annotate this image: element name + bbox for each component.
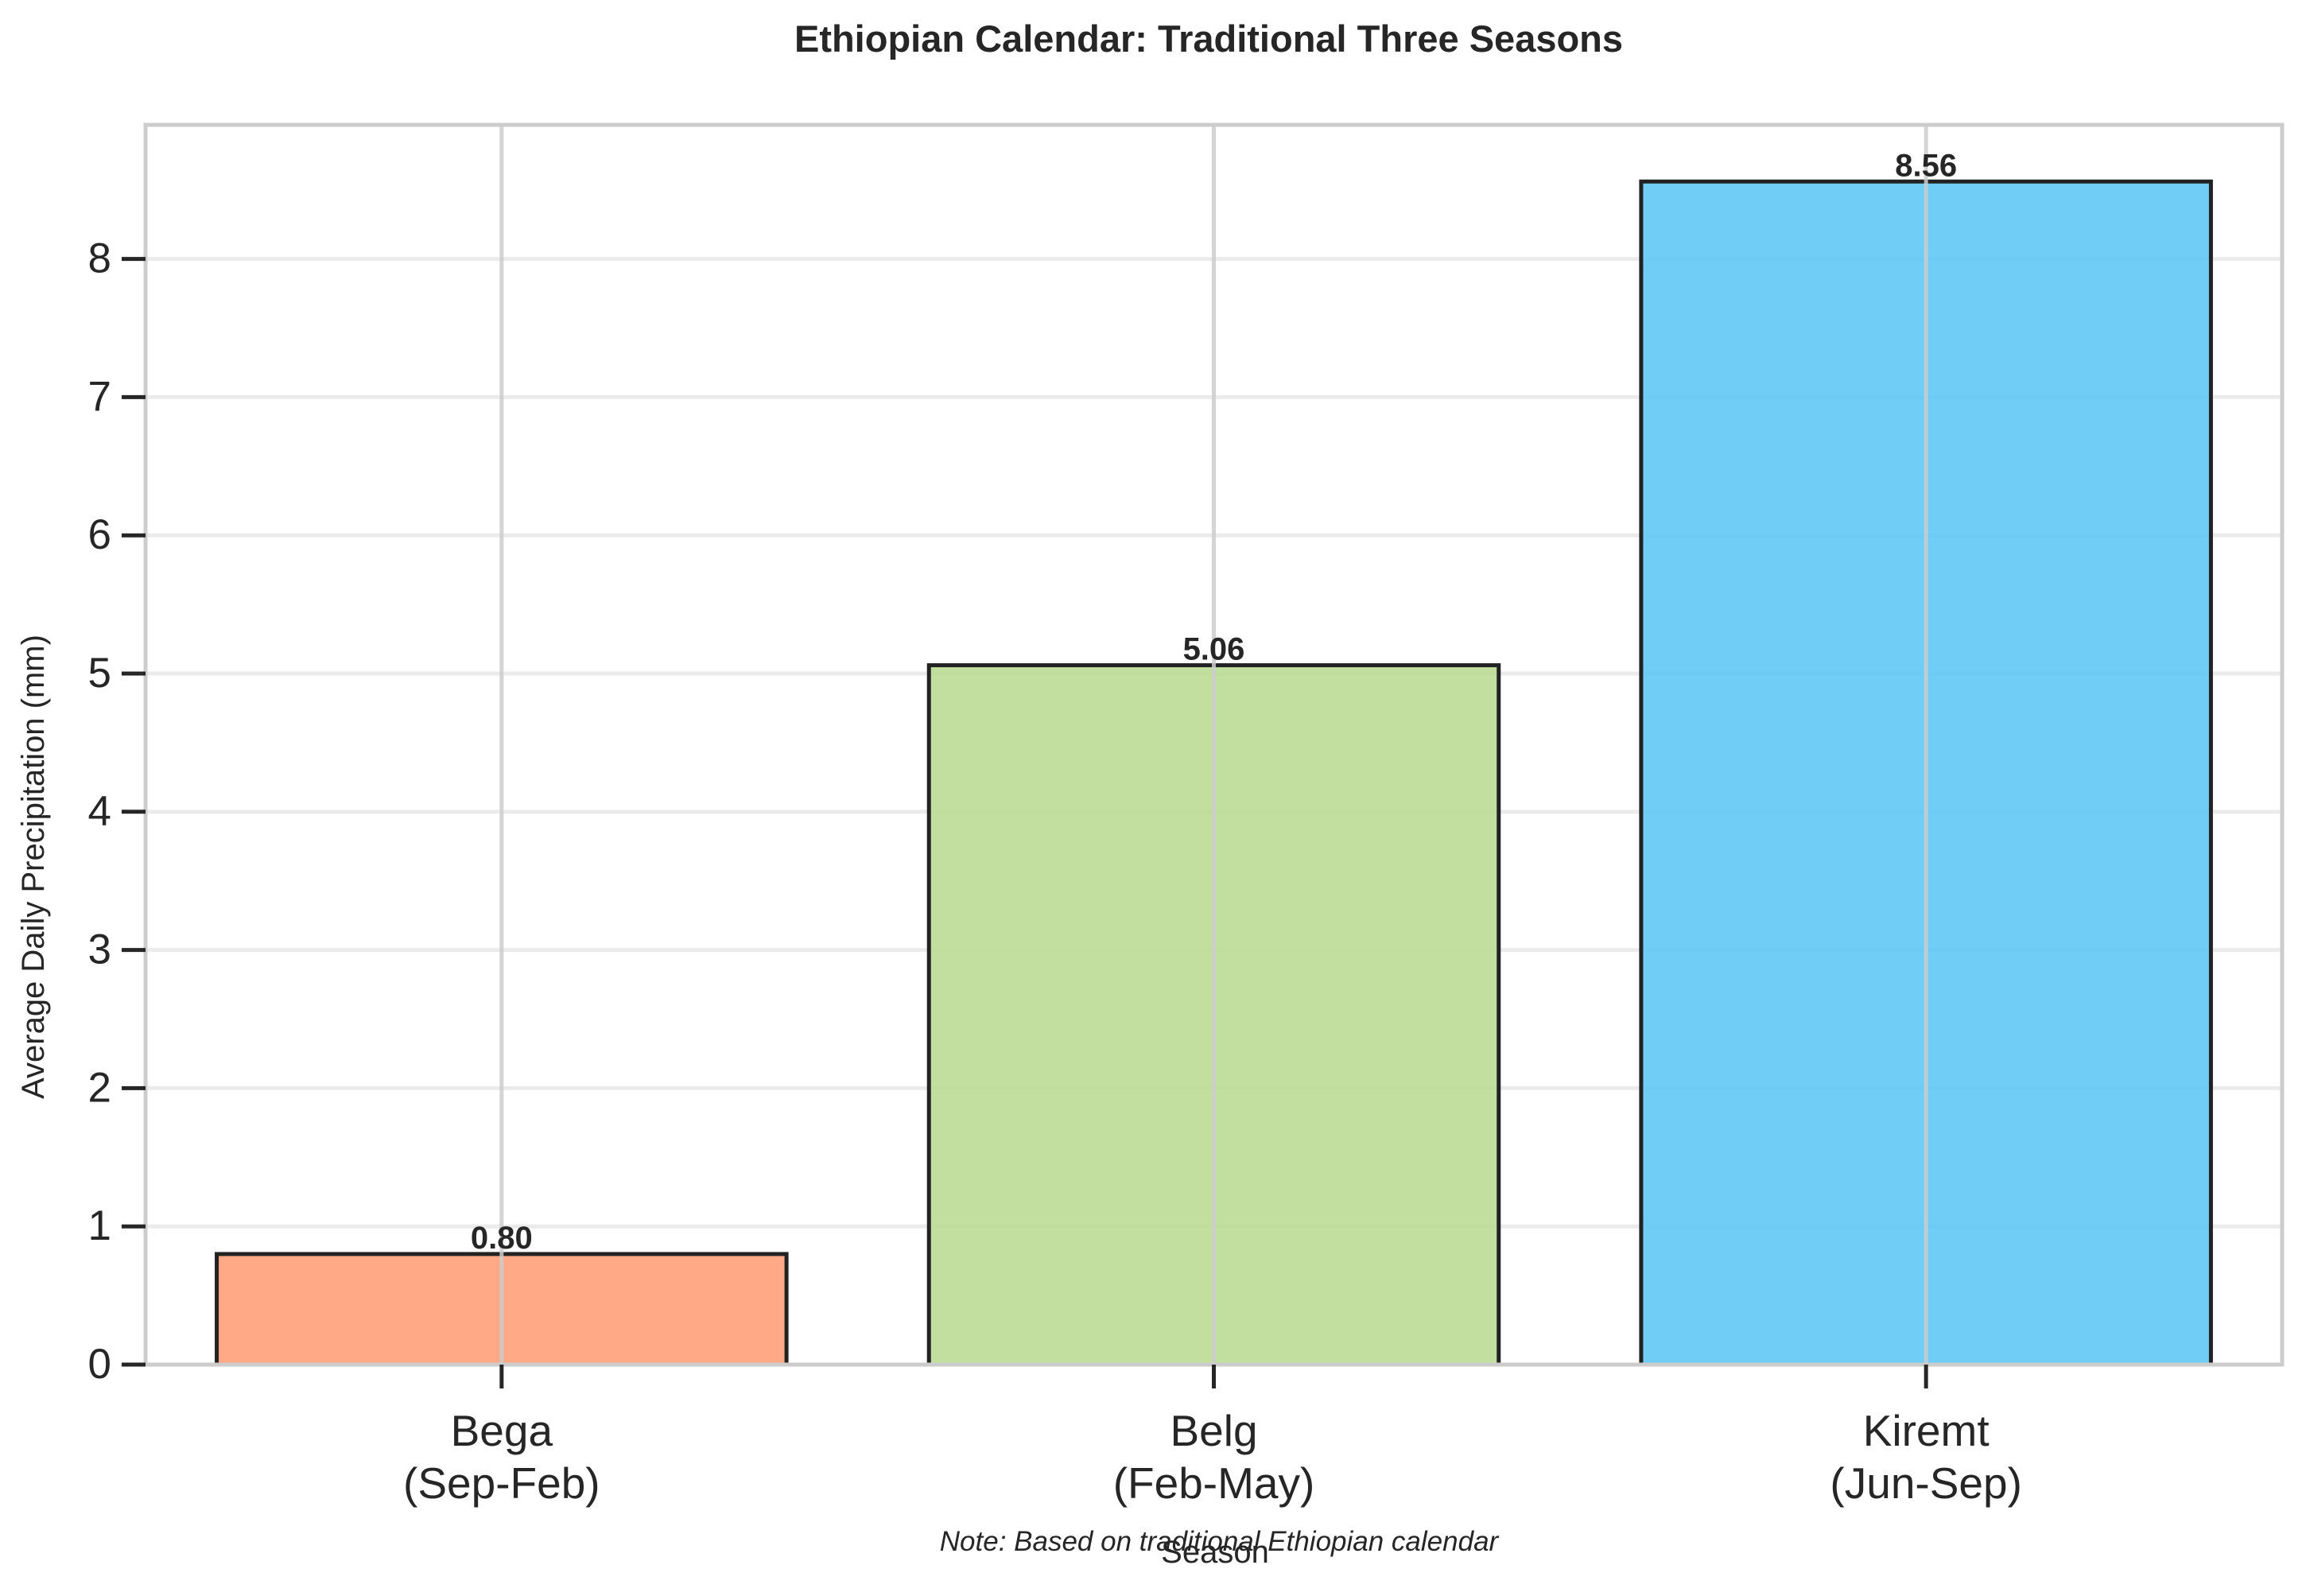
y-tick-label: 6 <box>88 511 111 558</box>
x-axis-ticks: Bega (Sep-Feb) Belg (Feb-May) Kiremt (Jun-Sep… <box>403 1365 2022 1508</box>
x-grid-lines <box>499 125 1928 1365</box>
x-tick-label: Kiremt (Jun-Sep) <box>1830 1406 2021 1508</box>
value-label: 8.56 <box>1895 148 1957 183</box>
chart-title: Ethiopian Calendar: Traditional Three Se… <box>794 17 1623 60</box>
y-tick-label: 3 <box>88 926 111 973</box>
y-axis-label: Average Daily Precipitation (mm) <box>16 635 51 1099</box>
y-tick-label: 0 <box>88 1341 111 1388</box>
y-tick-label: 1 <box>88 1202 111 1249</box>
y-tick-label: 7 <box>88 373 111 420</box>
y-axis-ticks: 0 1 2 3 4 5 6 7 8 <box>88 235 146 1388</box>
chart-note: Note: Based on traditional Ethiopian cal… <box>940 1526 1500 1557</box>
value-label: 0.80 <box>471 1221 533 1256</box>
y-tick-label: 8 <box>88 235 111 282</box>
x-tick-label: Bega (Sep-Feb) <box>403 1406 600 1508</box>
x-axis-label: Season <box>1161 1535 1269 1570</box>
y-tick-label: 2 <box>88 1064 111 1111</box>
value-labels: 0.80 5.06 8.56 <box>471 148 1957 1256</box>
y-tick-label: 4 <box>88 788 111 835</box>
value-label: 5.06 <box>1183 632 1245 667</box>
y-tick-label: 5 <box>88 650 111 697</box>
x-tick-label: Belg (Feb-May) <box>1113 1406 1315 1508</box>
